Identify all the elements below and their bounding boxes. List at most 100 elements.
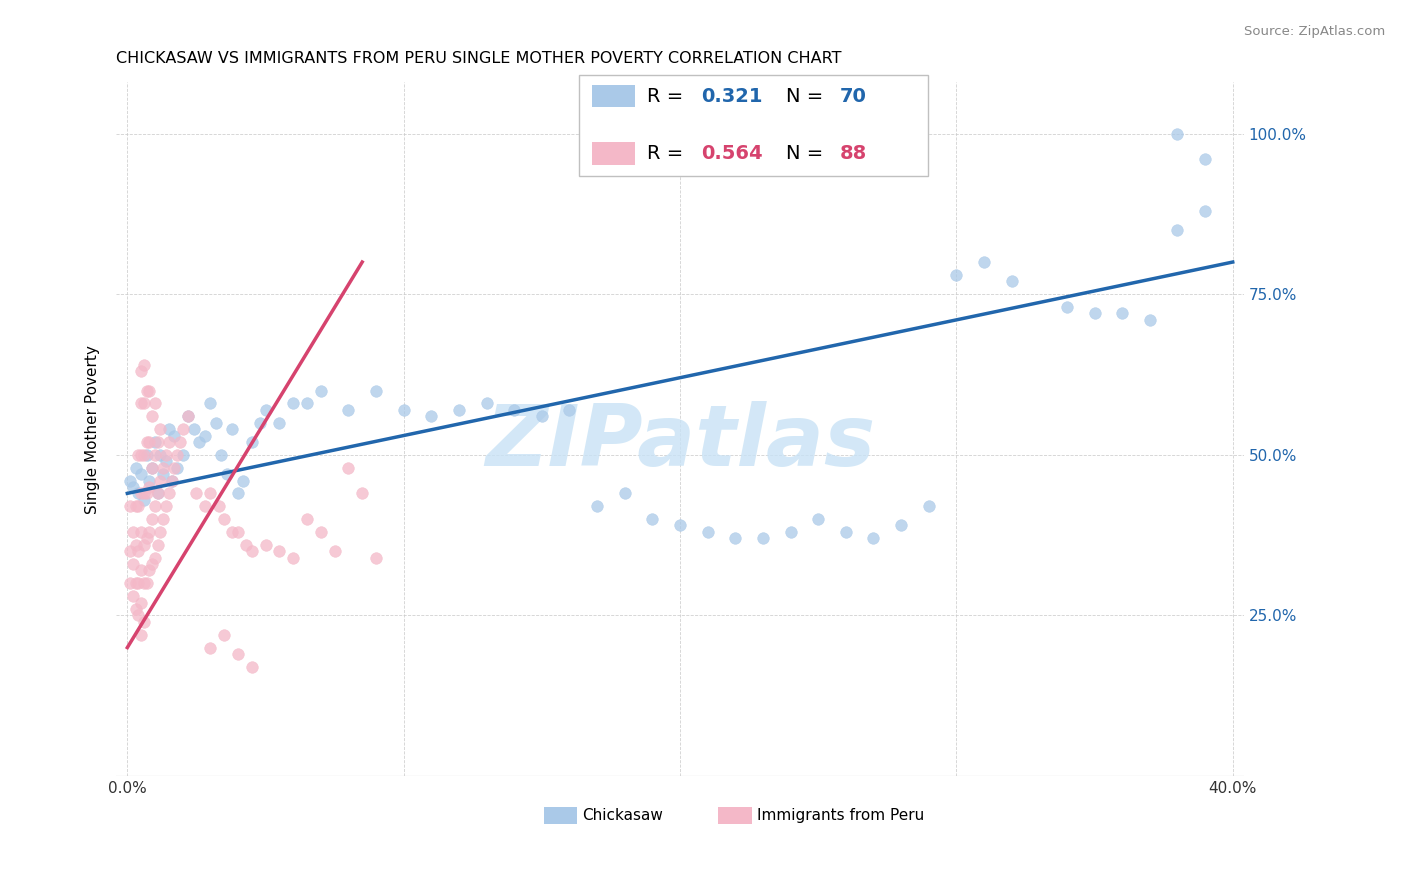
- Point: [779, 524, 801, 539]
- Point: [157, 422, 180, 436]
- Point: [1056, 300, 1078, 314]
- Point: [254, 402, 277, 417]
- Point: [364, 550, 387, 565]
- Point: [186, 486, 208, 500]
- Point: [807, 512, 830, 526]
- Point: [323, 544, 346, 558]
- Point: [120, 576, 142, 591]
- FancyBboxPatch shape: [544, 807, 578, 824]
- Text: 70: 70: [841, 87, 868, 105]
- Point: [160, 474, 183, 488]
- Point: [138, 564, 160, 578]
- Point: [132, 396, 155, 410]
- Point: [146, 434, 169, 449]
- Point: [166, 460, 188, 475]
- Point: [169, 434, 191, 449]
- Text: 88: 88: [841, 145, 868, 163]
- Point: [127, 486, 149, 500]
- Point: [1166, 127, 1188, 141]
- FancyBboxPatch shape: [592, 85, 636, 107]
- Point: [141, 512, 163, 526]
- Text: Chickasaw: Chickasaw: [582, 808, 662, 823]
- Point: [127, 448, 149, 462]
- Point: [127, 544, 149, 558]
- Point: [973, 255, 995, 269]
- Point: [1166, 223, 1188, 237]
- Point: [152, 467, 174, 481]
- Point: [149, 474, 172, 488]
- Point: [132, 448, 155, 462]
- Point: [157, 434, 180, 449]
- Point: [240, 434, 263, 449]
- Point: [558, 402, 581, 417]
- Point: [641, 512, 664, 526]
- Point: [160, 474, 183, 488]
- Point: [835, 524, 858, 539]
- Point: [152, 460, 174, 475]
- Point: [129, 486, 152, 500]
- Point: [149, 448, 172, 462]
- Point: [138, 480, 160, 494]
- Point: [146, 486, 169, 500]
- Point: [149, 422, 172, 436]
- Point: [1139, 313, 1161, 327]
- Point: [135, 384, 157, 398]
- Point: [204, 416, 226, 430]
- Point: [309, 384, 332, 398]
- Point: [945, 268, 967, 282]
- Point: [269, 544, 291, 558]
- Point: [226, 524, 249, 539]
- Point: [172, 448, 194, 462]
- Point: [135, 532, 157, 546]
- Point: [155, 500, 177, 514]
- Text: Immigrants from Peru: Immigrants from Peru: [756, 808, 924, 823]
- Y-axis label: Single Mother Poverty: Single Mother Poverty: [86, 344, 100, 514]
- Point: [240, 660, 263, 674]
- Point: [281, 550, 304, 565]
- Point: [337, 460, 360, 475]
- Point: [135, 576, 157, 591]
- Text: N =: N =: [786, 145, 830, 163]
- FancyBboxPatch shape: [592, 143, 636, 165]
- Point: [124, 500, 146, 514]
- Point: [138, 434, 160, 449]
- Point: [221, 524, 243, 539]
- Text: R =: R =: [647, 145, 690, 163]
- Point: [212, 512, 235, 526]
- Point: [143, 500, 166, 514]
- Point: [138, 384, 160, 398]
- Point: [613, 486, 636, 500]
- Point: [127, 576, 149, 591]
- Point: [1194, 203, 1216, 218]
- Point: [135, 434, 157, 449]
- Point: [141, 460, 163, 475]
- Point: [226, 486, 249, 500]
- Point: [155, 454, 177, 468]
- Text: 0.321: 0.321: [702, 87, 763, 105]
- Point: [249, 416, 271, 430]
- Point: [143, 396, 166, 410]
- FancyBboxPatch shape: [718, 807, 752, 824]
- Point: [141, 460, 163, 475]
- Point: [155, 448, 177, 462]
- Point: [295, 512, 318, 526]
- Point: [1083, 306, 1105, 320]
- Point: [309, 524, 332, 539]
- Point: [120, 474, 142, 488]
- Point: [127, 500, 149, 514]
- Point: [132, 538, 155, 552]
- Point: [696, 524, 718, 539]
- Point: [215, 467, 238, 481]
- Text: Source: ZipAtlas.com: Source: ZipAtlas.com: [1244, 25, 1385, 38]
- Point: [172, 422, 194, 436]
- Point: [226, 647, 249, 661]
- Point: [269, 416, 291, 430]
- Point: [146, 538, 169, 552]
- Point: [420, 409, 443, 424]
- Point: [364, 384, 387, 398]
- Text: 0.564: 0.564: [702, 145, 763, 163]
- Point: [209, 448, 232, 462]
- Point: [138, 524, 160, 539]
- Point: [918, 500, 941, 514]
- Point: [1111, 306, 1133, 320]
